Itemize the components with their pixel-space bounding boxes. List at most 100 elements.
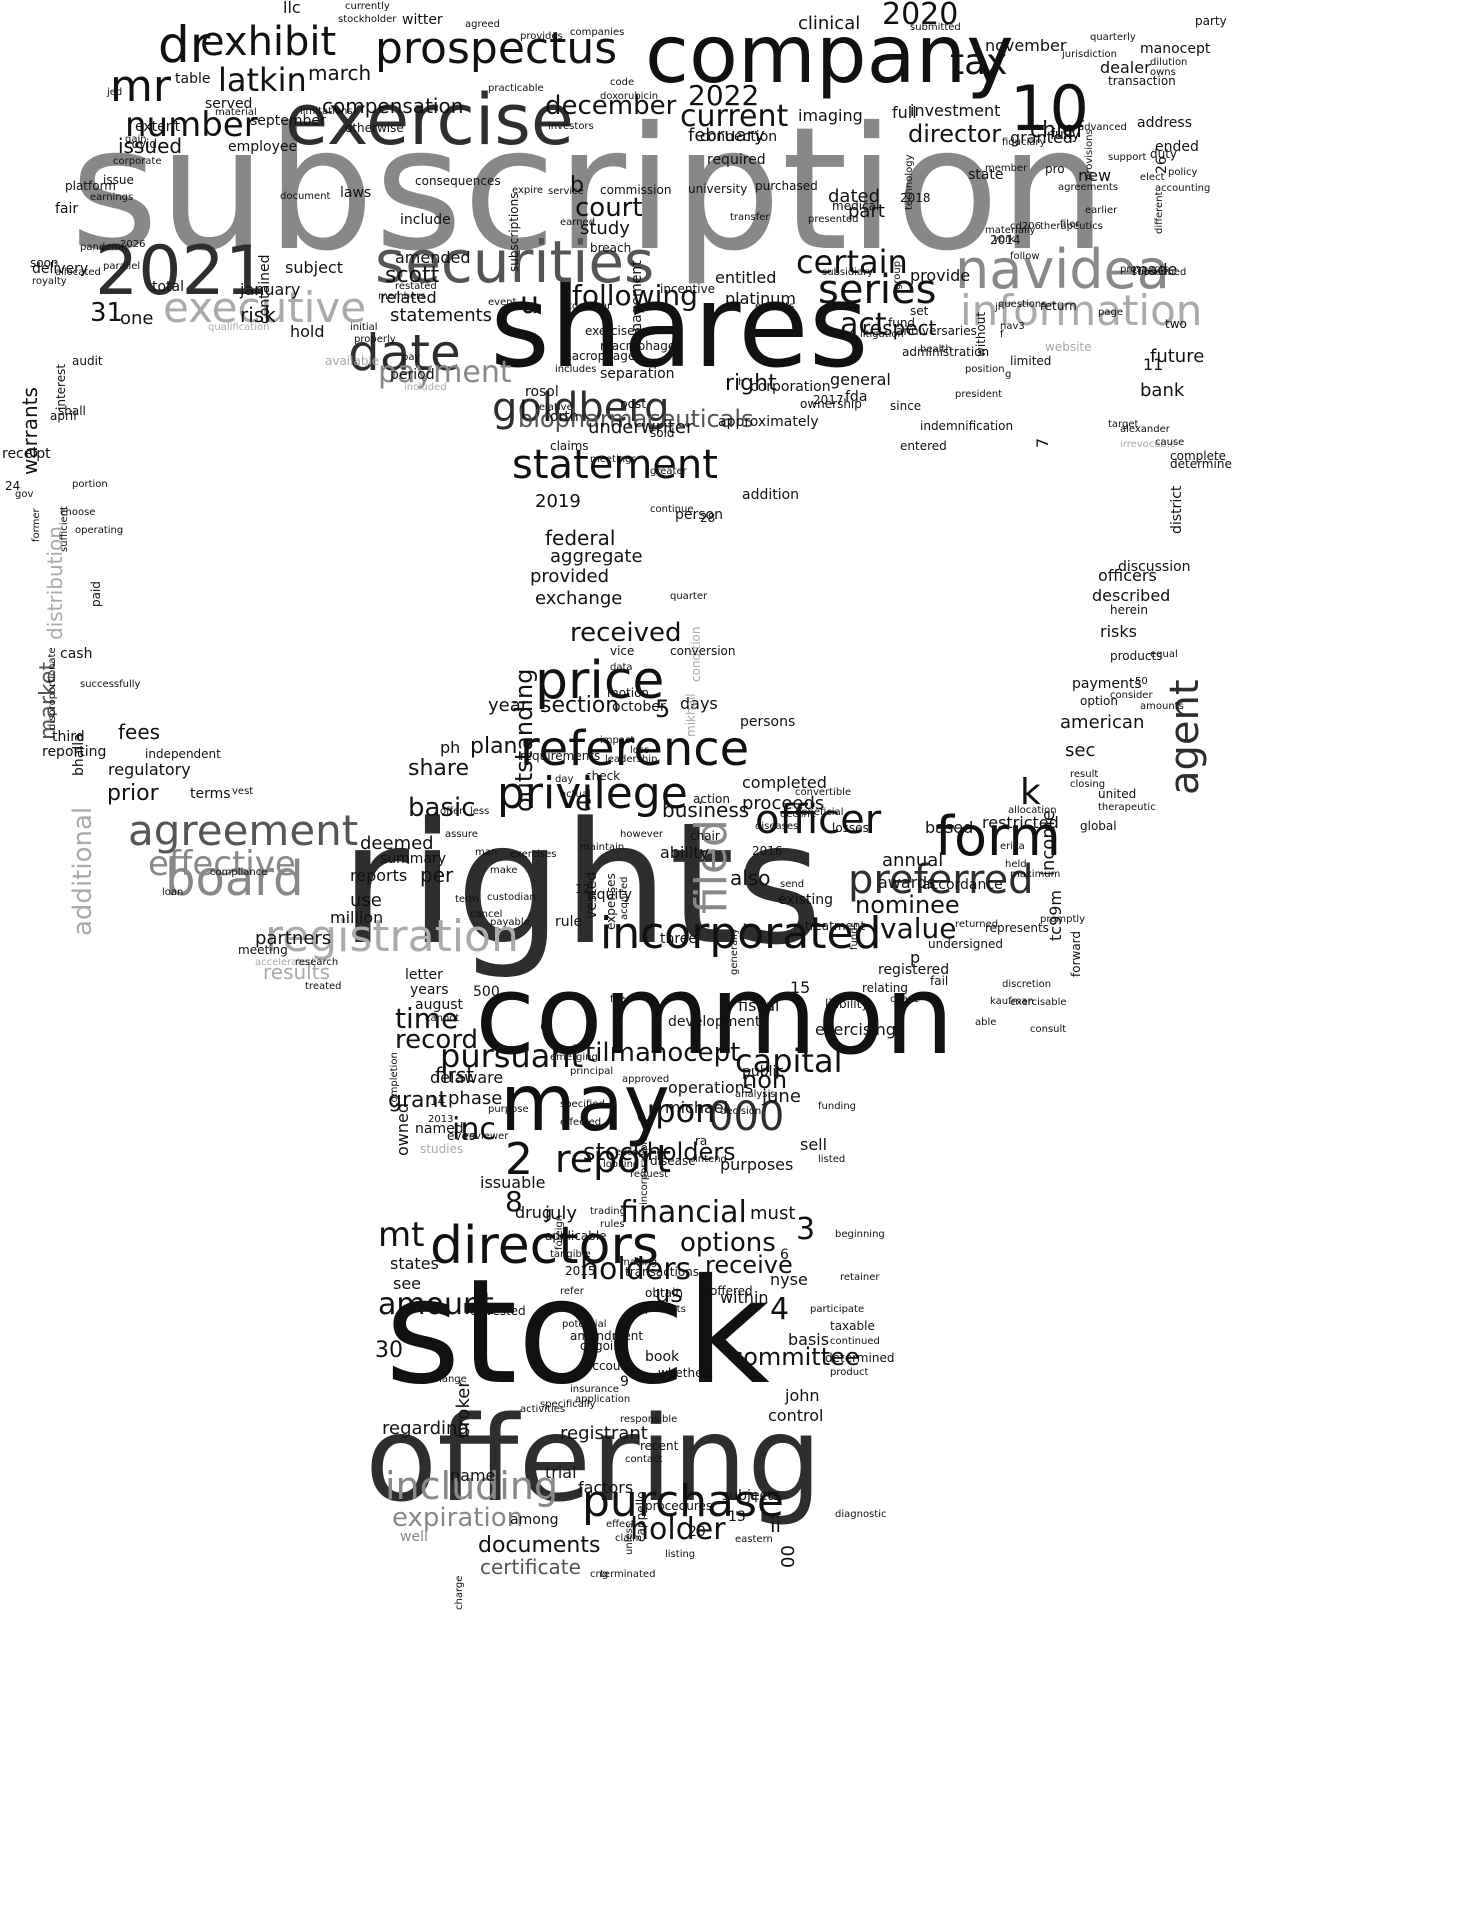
word-annual: annual xyxy=(882,850,944,871)
word-members: members xyxy=(378,291,426,302)
word-make: make xyxy=(490,865,518,876)
word-share: share xyxy=(408,756,469,781)
word-july: july xyxy=(545,1203,578,1224)
word-decline: decline xyxy=(780,809,817,820)
word-listing: listing xyxy=(665,1549,696,1560)
word-inc: inc xyxy=(452,1112,496,1147)
word-result: result xyxy=(1070,769,1099,780)
word-period: period xyxy=(390,367,435,383)
word-includes: includes xyxy=(555,364,597,375)
word-agreed: agreed xyxy=(465,19,501,30)
word-vice: vice xyxy=(610,644,635,658)
word-tangible: tangible xyxy=(550,1249,591,1260)
word-incorporated: incorporated xyxy=(600,908,882,959)
word-listed: listed xyxy=(818,1154,846,1165)
word-provide: provide xyxy=(910,266,971,285)
word-york: york xyxy=(993,234,1015,245)
word-charge: charge xyxy=(454,1575,465,1610)
word-owns: owns xyxy=(1150,67,1176,78)
word-ph: ph xyxy=(440,738,461,757)
word-expiration: expiration xyxy=(392,1503,524,1533)
word-n000: 000 xyxy=(708,1094,785,1140)
word-position: position xyxy=(965,364,1005,375)
word-agreement: agreement xyxy=(128,806,359,855)
word-broker: broker xyxy=(453,1380,474,1438)
word-n8: 8 xyxy=(505,1185,523,1218)
word-refer: refer xyxy=(560,1286,584,1297)
word-reporting: reporting xyxy=(42,744,107,760)
word-manocept: manocept xyxy=(1140,41,1211,57)
word-y2017: 2017 xyxy=(813,393,844,407)
word-h: h xyxy=(738,377,745,388)
word-practicable: practicable xyxy=(488,83,544,94)
word-fully: fully xyxy=(1050,127,1080,143)
word-million: million xyxy=(330,908,384,927)
word-separation: separation xyxy=(600,366,675,382)
word-interest: interest xyxy=(54,363,68,410)
word-ongoing: ongoing xyxy=(580,1339,629,1353)
word-time: time xyxy=(395,1002,459,1035)
word-funding: funding xyxy=(818,1101,857,1112)
word-duty: duty xyxy=(1150,147,1178,161)
word-related: related xyxy=(380,288,437,307)
word-phase: phase xyxy=(448,1088,503,1109)
word-factors: factors xyxy=(578,1478,634,1497)
word-former: former xyxy=(31,508,42,542)
word-ended: ended xyxy=(1155,139,1199,155)
word-soon: soon xyxy=(30,256,59,270)
word-n12: 12 xyxy=(575,882,591,896)
word-loss: loss xyxy=(630,745,650,756)
word-gov: gov xyxy=(15,489,34,500)
word-prospectus: prospectus xyxy=(375,23,618,74)
word-transactions: transactions xyxy=(625,1265,700,1279)
word-january: january xyxy=(240,280,301,299)
word-studies: studies xyxy=(420,1142,464,1156)
word-different: different xyxy=(1154,191,1165,234)
word-series: series xyxy=(818,267,937,313)
word-investment: investment xyxy=(910,101,1001,120)
word-terms: terms xyxy=(190,786,231,802)
word-commission: commission xyxy=(600,183,672,197)
word-within: within xyxy=(720,1288,769,1307)
word-unless: unless xyxy=(624,1522,635,1555)
word-litigation: litigation xyxy=(860,329,904,340)
word-partners: partners xyxy=(255,928,332,949)
word-non: non xyxy=(742,1066,788,1094)
word-per: per xyxy=(420,863,454,887)
word-event: event xyxy=(488,297,517,308)
word-record: record xyxy=(395,1025,479,1055)
word-meeting: meeting xyxy=(238,943,288,957)
word-receipt: receipt xyxy=(2,446,51,462)
word-restated: restated xyxy=(395,281,437,292)
word-clinical: clinical xyxy=(798,13,861,34)
word-chair: chair xyxy=(690,829,720,843)
word-reference: reference xyxy=(520,721,750,777)
word-recent: recent xyxy=(640,1439,679,1453)
word-approved: approved xyxy=(622,1074,670,1085)
word-file: file xyxy=(610,994,626,1005)
word-global: global xyxy=(1080,819,1117,833)
word-see: see xyxy=(393,1274,422,1293)
word-statements: statements xyxy=(390,305,493,326)
word-effected: effected xyxy=(560,1117,602,1128)
word-earlier: earlier xyxy=(1085,205,1118,216)
word-purchase: purchase xyxy=(582,1476,784,1527)
word-must: must xyxy=(750,1203,796,1224)
word-biopharmaceuticals: biopharmaceuticals xyxy=(518,405,754,433)
word-conversion: conversion xyxy=(670,644,736,658)
word-diagnostic: diagnostic xyxy=(835,1509,887,1520)
word-however: however xyxy=(620,829,663,840)
word-provisions: provisions xyxy=(1084,129,1095,180)
word-available: available xyxy=(325,354,380,368)
word-choose: choose xyxy=(60,507,96,518)
word-provides: provides xyxy=(520,31,563,42)
word-actual: actual xyxy=(560,789,591,800)
word-platinum: platinum xyxy=(725,289,796,308)
word-issued: issued xyxy=(118,134,183,158)
word-presented: presented xyxy=(808,214,859,225)
word-administration: administration xyxy=(902,345,990,359)
word-n3: 3 xyxy=(796,1212,816,1247)
word-rule: rule xyxy=(555,914,583,930)
word-underwriter: underwriter xyxy=(588,417,694,438)
word-requirements: requirements xyxy=(520,749,601,763)
